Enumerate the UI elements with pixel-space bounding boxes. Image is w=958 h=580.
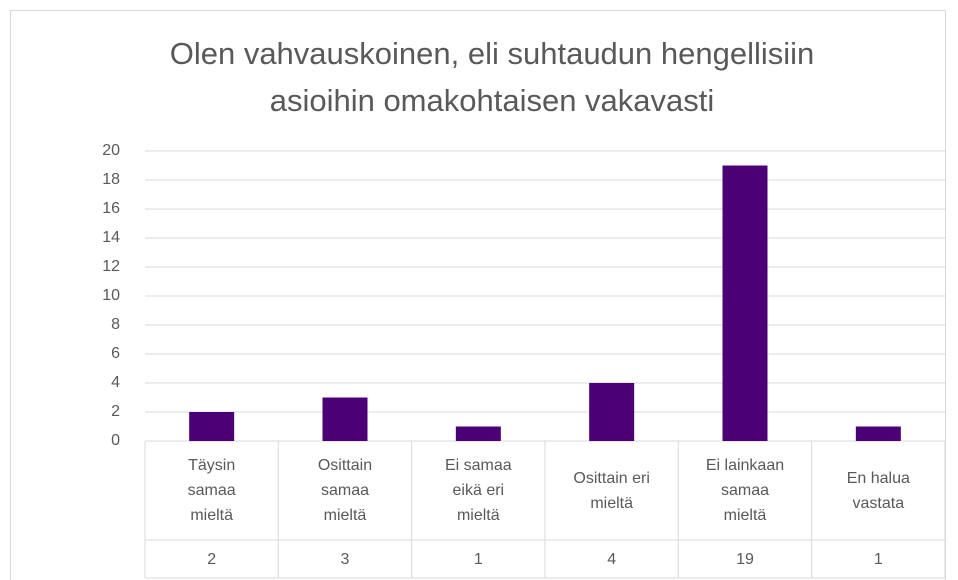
x-tick-label-text: Ei samaa eikä eri mieltä [444,457,512,524]
x-tick-label-text: Ei lainkaan samaa mieltä [705,457,785,524]
y-tick-label: 14 [102,229,120,246]
x-tick-label: Täysin samaa mieltä [145,441,278,540]
x-tick-label: En halua vastata [812,441,945,540]
y-tick-label: 8 [111,316,120,333]
y-tick-label: 18 [102,171,120,188]
x-tick-label-text: En halua vastata [846,469,910,512]
x-tick-label: Ei samaa eikä eri mieltä [412,441,545,540]
x-tick-label: Osittain samaa mieltä [278,441,411,540]
y-tick-label: 0 [111,432,120,449]
y-tick-label: 20 [102,142,120,159]
chart-border [10,10,946,580]
table-value: 19 [736,551,754,568]
y-tick-label: 2 [111,403,120,420]
x-tick-label-text: Osittain samaa mieltä [317,457,373,524]
bar [855,426,901,441]
bar [589,383,635,441]
bar [722,165,768,441]
table-value: 4 [607,551,616,568]
table-value: 1 [874,551,883,568]
x-tick-label-text: Osittain eri mieltä [573,469,650,512]
y-tick-label: 6 [111,345,120,362]
y-tick-label: 16 [102,200,120,217]
x-tick-label: Osittain eri mieltä [545,441,678,540]
bar [322,397,368,441]
table-value: 3 [341,551,350,568]
bar [455,426,501,441]
x-tick-label: Ei lainkaan samaa mieltä [678,441,811,540]
bar [189,412,235,441]
x-tick-label-text: Täysin samaa mieltä [187,457,236,524]
y-tick-label: 4 [111,374,120,391]
y-tick-label: 12 [102,258,120,275]
table-value: 2 [207,551,216,568]
chart-title: Olen vahvauskoinen, eli suhtaudun hengel… [169,36,815,118]
y-tick-label: 10 [102,287,120,304]
table-value: 1 [474,551,483,568]
